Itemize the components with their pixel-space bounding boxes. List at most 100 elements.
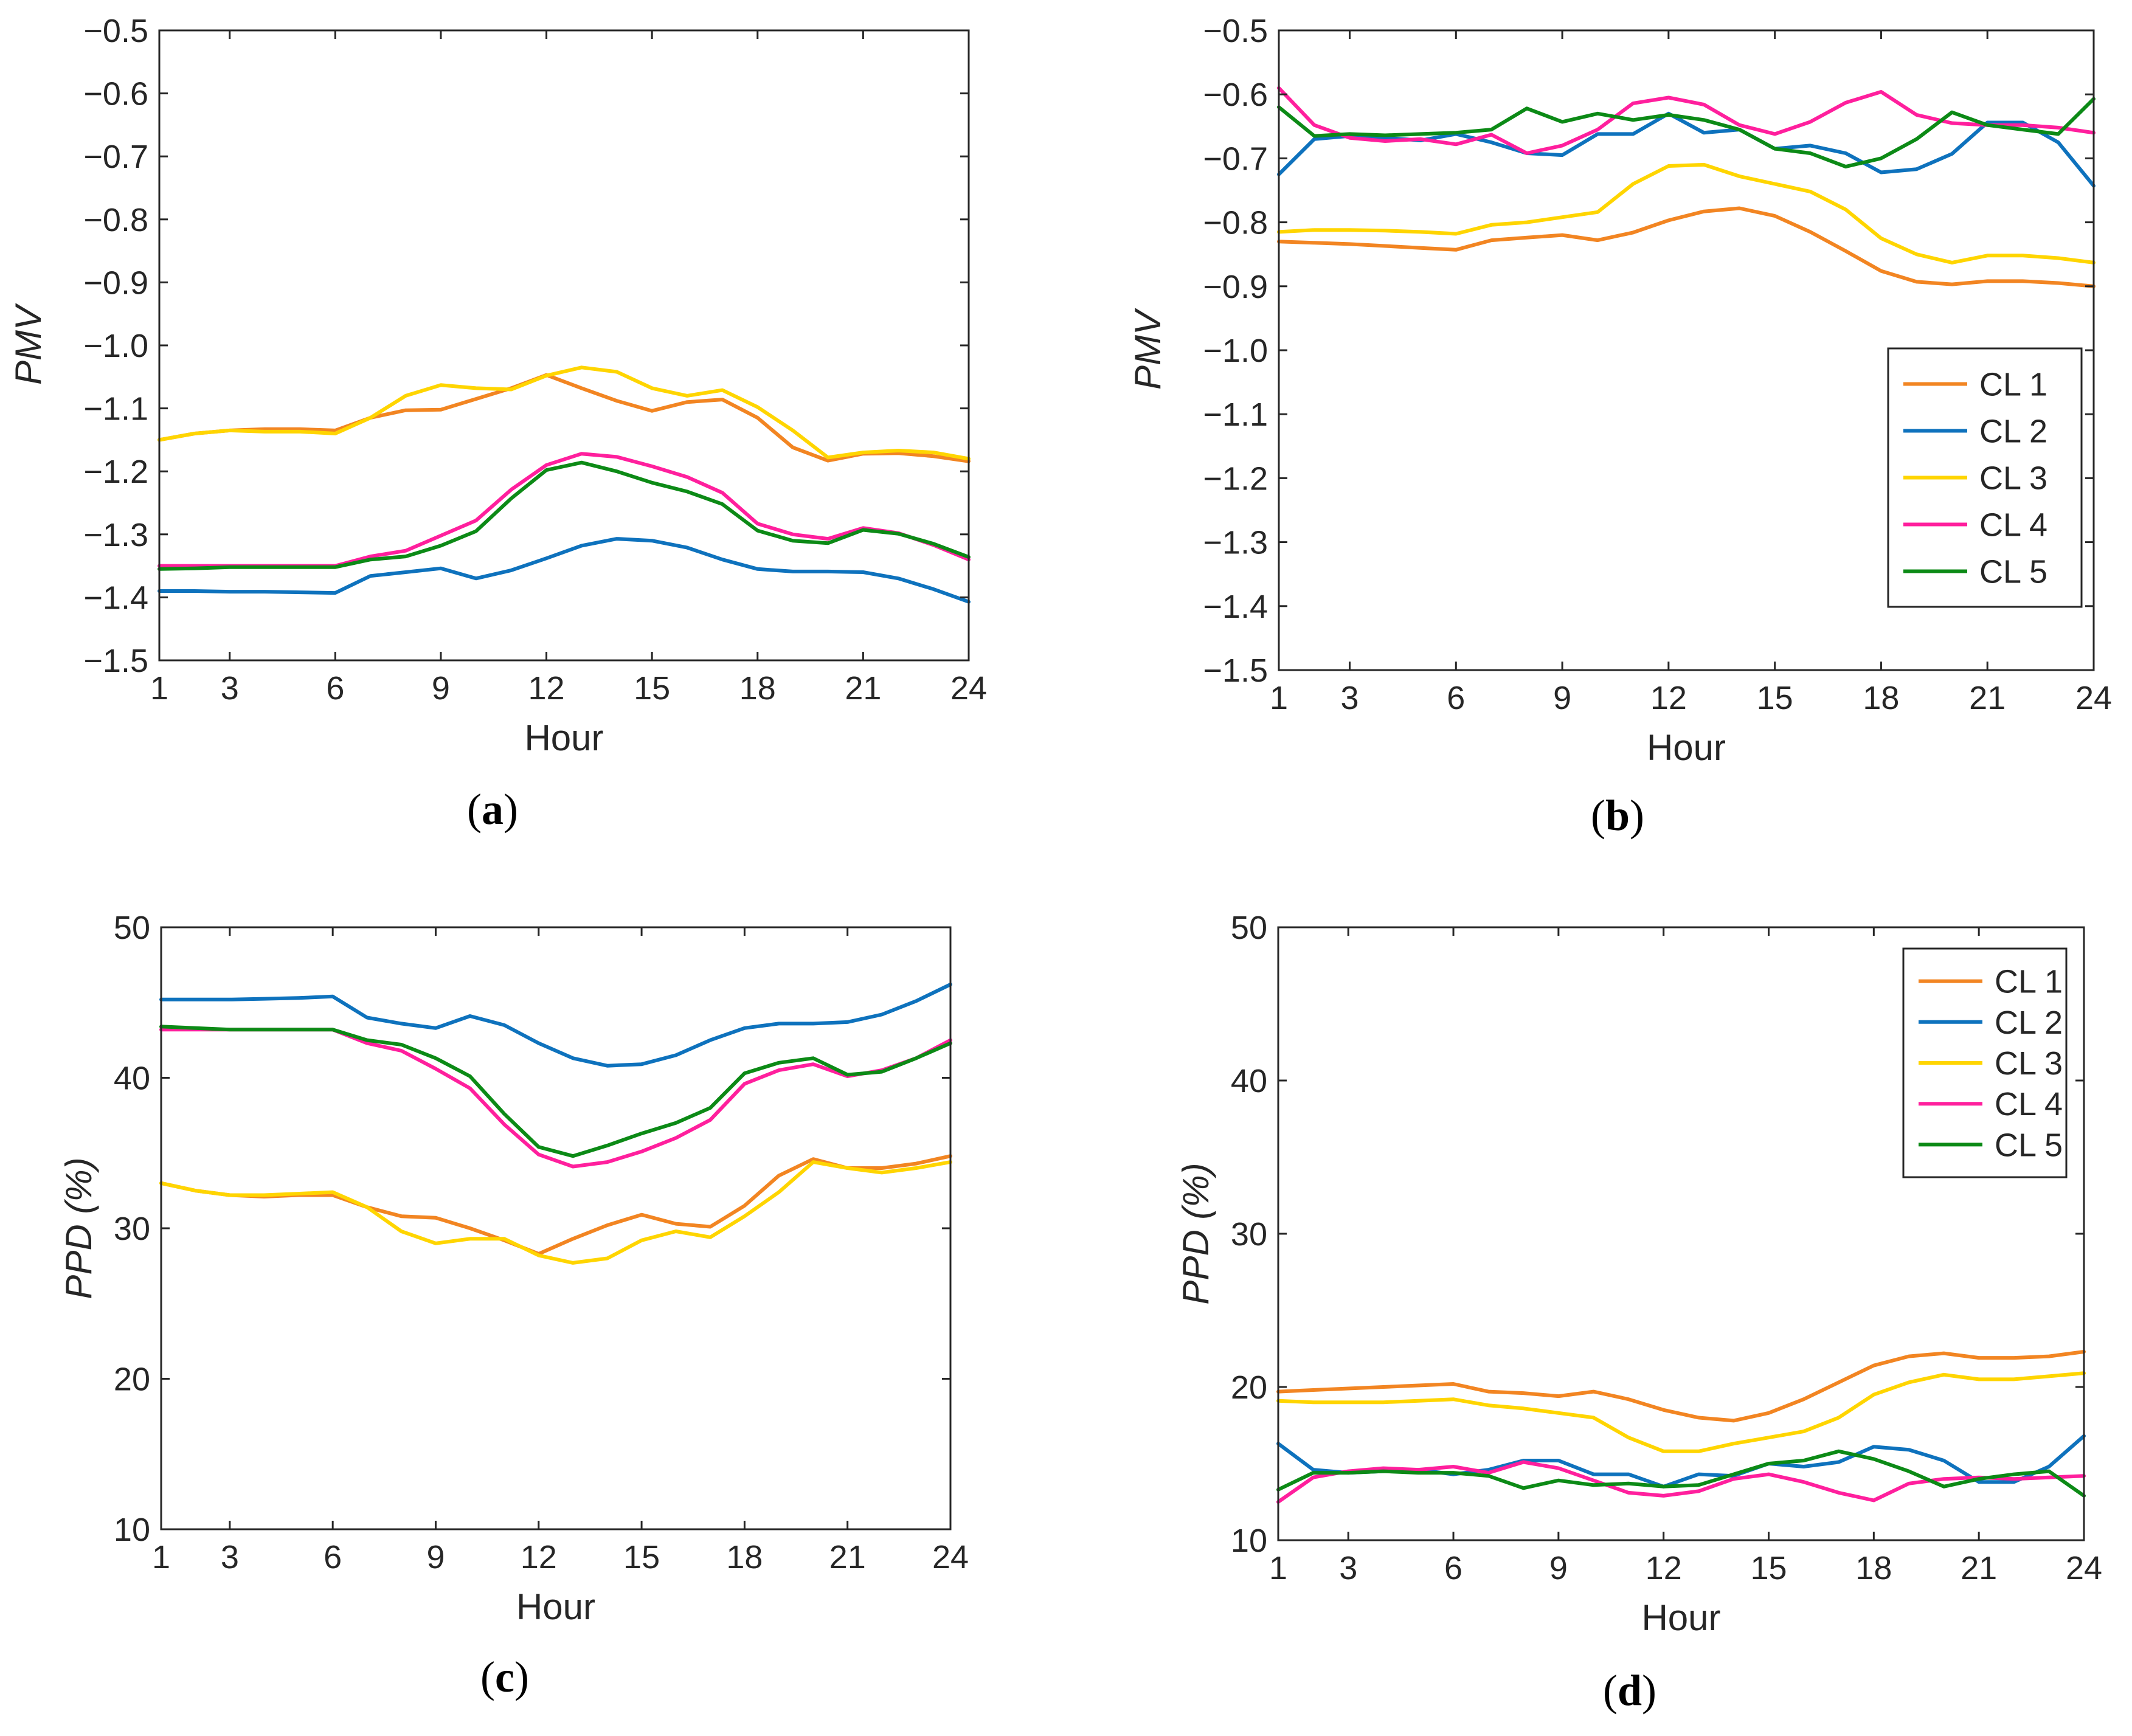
x-tick-label: 1	[1269, 1550, 1287, 1586]
x-tick-label: 1	[1270, 680, 1288, 716]
series-line-cl1	[1277, 206, 2096, 288]
panel-label-open-paren: (	[1591, 791, 1605, 840]
legend-entry-label: CL 4	[1995, 1086, 2063, 1122]
chart-panel-a: 1 3 6 9 12 15 18 21 24 −1.5 −1.4 −1.3 −1.2 −1.1 −1.0 −0…	[8, 13, 987, 834]
legend-entry-label: CL 3	[1979, 460, 2047, 497]
y-tick-label: −1.4	[83, 579, 148, 616]
y-tick-label: 40	[114, 1060, 150, 1097]
panel-label-open-paren: (	[467, 785, 482, 834]
x-tick-label: 21	[845, 670, 881, 707]
x-tick-label: 6	[326, 670, 344, 707]
y-tick-label: −0.5	[1203, 13, 1268, 49]
x-tick-label: 18	[1863, 680, 1899, 716]
y-tick-label: −0.7	[1203, 140, 1268, 177]
panel-label-close-paren: )	[1630, 791, 1644, 840]
y-tick-label: 30	[1231, 1216, 1267, 1253]
x-tick-label: 24	[2066, 1550, 2102, 1586]
x-tick-label: 12	[521, 1539, 557, 1575]
x-tick-label: 6	[324, 1539, 342, 1575]
series-line-cl4	[1276, 1460, 2086, 1504]
y-axis-label: PMV	[8, 303, 49, 385]
y-tick-label: −1.2	[1203, 460, 1268, 497]
x-tick-label: 3	[221, 1539, 239, 1575]
x-tick-label: 15	[623, 1539, 660, 1575]
y-tick-label: 40	[1231, 1063, 1267, 1099]
x-tick-label: 3	[1340, 680, 1358, 716]
series-line-cl2	[159, 983, 952, 1068]
y-tick-label: −1.3	[83, 517, 148, 553]
series-line-cl3	[157, 365, 971, 461]
panel-label-close-paren: )	[1642, 1666, 1656, 1715]
x-tick-label: 24	[932, 1539, 969, 1575]
series-line-cl3	[1277, 162, 2096, 265]
x-tick-label: 21	[829, 1539, 866, 1575]
y-tick-label: −1.2	[83, 454, 148, 490]
y-tick-label: 20	[1231, 1369, 1267, 1406]
series-line-cl3	[159, 1160, 952, 1265]
legend-entry-label: CL 5	[1979, 554, 2047, 590]
y-tick-label: 30	[114, 1211, 150, 1247]
x-tick-label: 15	[1757, 680, 1793, 716]
y-tick-label: 50	[114, 910, 150, 946]
x-tick-label: 24	[2075, 680, 2112, 716]
y-axis-label: PPD (%)	[58, 1157, 99, 1299]
y-tick-label: −1.1	[83, 391, 148, 427]
x-tick-label: 18	[1855, 1550, 1892, 1586]
y-tick-label: −0.5	[83, 13, 148, 49]
legend-entry-label: CL 2	[1995, 1005, 2063, 1041]
x-tick-label: 9	[426, 1539, 445, 1575]
x-tick-label: 12	[528, 670, 565, 707]
y-tick-label: −0.9	[83, 265, 148, 301]
y-tick-label: 20	[114, 1361, 150, 1398]
y-axis-label: PPD (%)	[1175, 1163, 1216, 1304]
panel-label: (b)	[1591, 791, 1644, 840]
x-tick-label: 15	[1750, 1550, 1787, 1586]
x-tick-label: 9	[1549, 1550, 1568, 1586]
legend-entry-label: CL 5	[1995, 1127, 2063, 1163]
panel-label-letter: a	[482, 785, 504, 834]
plot-area	[161, 927, 950, 1529]
panel-label-close-paren: )	[514, 1653, 529, 1701]
legend-entry-label: CL 1	[1979, 367, 2047, 403]
x-tick-label: 3	[1339, 1550, 1357, 1586]
series-line-cl5	[1277, 97, 2096, 169]
panel-label: (c)	[480, 1653, 529, 1701]
y-tick-label: −1.0	[83, 328, 148, 364]
panel-label: (a)	[467, 785, 518, 834]
x-tick-label: 18	[726, 1539, 763, 1575]
x-tick-label: 3	[221, 670, 239, 707]
y-tick-label: 10	[114, 1512, 150, 1548]
y-tick-label: −0.8	[83, 202, 148, 238]
x-tick-label: 21	[1961, 1550, 1997, 1586]
series-line-cl5	[157, 460, 971, 571]
y-tick-label: −0.9	[1203, 269, 1268, 305]
x-tick-label: 1	[150, 670, 168, 707]
legend: CL 1 CL 2 CL 3 CL 4 CL 5	[1902, 947, 2068, 1178]
x-tick-label: 24	[950, 670, 987, 707]
x-tick-label: 6	[1447, 680, 1465, 716]
y-tick-label: −0.8	[1203, 205, 1268, 241]
x-tick-label: 12	[1650, 680, 1687, 716]
x-axis-label: Hour	[1641, 1597, 1720, 1638]
panel-label-open-paren: (	[480, 1653, 495, 1701]
y-tick-label: −1.3	[1203, 525, 1268, 561]
x-tick-label: 9	[1553, 680, 1571, 716]
panel-label-close-paren: )	[504, 785, 518, 834]
x-tick-label: 21	[1969, 680, 2006, 716]
series-line-cl1	[1276, 1350, 2086, 1423]
y-tick-label: −1.0	[1203, 333, 1268, 369]
series-line-cl3	[1276, 1371, 2086, 1453]
panel-label-letter: c	[495, 1653, 514, 1701]
chart-panel-c: 1 3 6 9 12 15 18 21 24 10 20 30 40 50 Hour PPD (%) (c)	[58, 910, 969, 1701]
y-tick-label: −0.6	[1203, 77, 1268, 113]
series-line-cl5	[159, 1025, 952, 1158]
x-tick-label: 9	[432, 670, 450, 707]
series-line-cl2	[157, 537, 971, 604]
panel-label: (d)	[1603, 1666, 1656, 1715]
series-line-cl1	[157, 373, 971, 463]
y-tick-label: −0.6	[83, 76, 148, 112]
y-tick-label: −0.7	[83, 139, 148, 175]
y-axis-label: PMV	[1127, 308, 1168, 390]
